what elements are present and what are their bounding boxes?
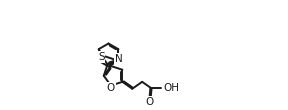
Text: OH: OH bbox=[164, 83, 180, 93]
Text: S: S bbox=[98, 52, 105, 62]
Text: N: N bbox=[115, 54, 123, 64]
Text: O: O bbox=[107, 83, 115, 93]
Text: O: O bbox=[145, 97, 154, 107]
